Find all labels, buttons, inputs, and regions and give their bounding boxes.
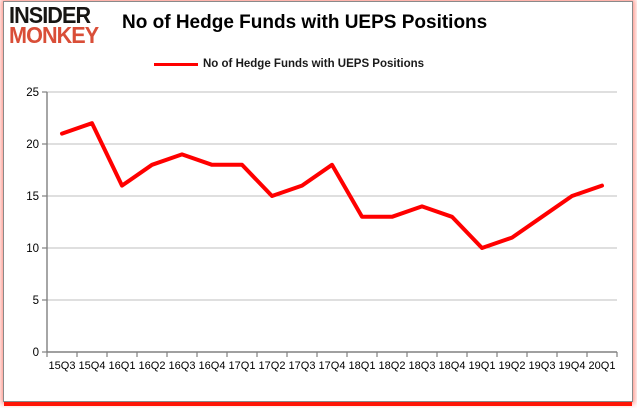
y-axis-label: 20: [26, 139, 39, 151]
x-axis-label: 19Q2: [499, 360, 526, 372]
y-axis-label: 15: [26, 191, 39, 203]
x-axis-label: 20Q1: [589, 360, 616, 372]
x-axis-label: 16Q4: [199, 360, 226, 372]
x-axis-label: 15Q3: [49, 360, 76, 372]
y-axis-label: 0: [33, 347, 39, 359]
legend: No of Hedge Funds with UEPS Positions: [154, 58, 424, 70]
y-axis-label: 5: [33, 295, 39, 307]
chart-title: No of Hedge Funds with UEPS Positions: [122, 12, 488, 33]
x-axis-label: 17Q2: [259, 360, 286, 372]
x-axis-label: 19Q4: [559, 360, 586, 372]
x-axis-label: 17Q1: [229, 360, 256, 372]
x-axis-label: 18Q1: [349, 360, 376, 372]
x-axis-label: 18Q3: [409, 360, 436, 372]
y-axis-label: 10: [26, 243, 39, 255]
insider-monkey-logo: INSIDER MONKEY: [9, 2, 99, 48]
x-axis-label: 16Q1: [109, 360, 136, 372]
x-axis-label: 19Q3: [529, 360, 556, 372]
logo-insider-text: INSIDER: [9, 2, 91, 28]
logo-monkey-text: MONKEY: [9, 22, 99, 48]
x-axis-label: 15Q4: [79, 360, 106, 372]
chart-paper: 0 5 10 15 20 25 15Q3 15Q4 16Q1 16Q2 16Q3 16Q4 17Q1 17…: [3, 1, 633, 402]
series-line-ueps: [60, 121, 604, 250]
x-axis-label: 16Q2: [139, 360, 166, 372]
x-axis-label: 17Q3: [289, 360, 316, 372]
x-axis-label: 18Q4: [439, 360, 466, 372]
x-axis-label: 17Q4: [319, 360, 346, 372]
x-axis-label: 18Q2: [379, 360, 406, 372]
x-axis-label: 16Q3: [169, 360, 196, 372]
y-axis-label: 25: [26, 87, 39, 99]
legend-label: No of Hedge Funds with UEPS Positions: [203, 58, 425, 70]
legend-line-swatch: [154, 62, 198, 66]
x-axis-label: 19Q1: [469, 360, 496, 372]
